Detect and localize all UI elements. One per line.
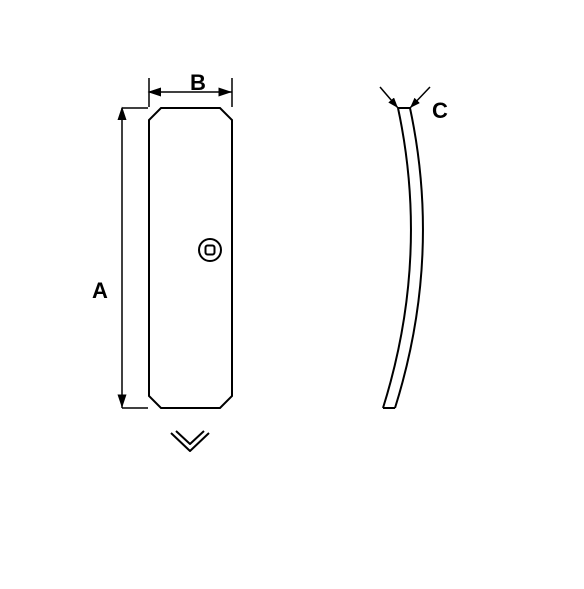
diagram-svg <box>0 0 584 584</box>
dimension-label-B: B <box>190 70 206 96</box>
dimension-label-C: C <box>432 98 448 124</box>
dimension-A <box>122 108 148 408</box>
chevron-icon <box>171 431 209 451</box>
side-view <box>383 108 423 408</box>
front-view <box>149 108 232 408</box>
dimension-label-A: A <box>92 278 108 304</box>
dimension-C <box>380 87 430 108</box>
technical-diagram <box>0 0 584 584</box>
